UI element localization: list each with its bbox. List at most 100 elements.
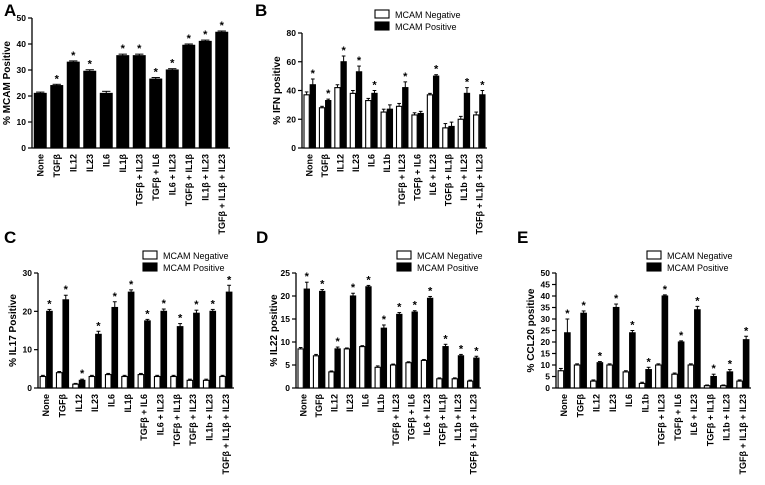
bar <box>703 385 711 389</box>
bar <box>343 348 351 389</box>
significance-star: * <box>382 314 387 326</box>
category-label: IL1b + IL23 <box>205 394 215 441</box>
bar <box>420 359 428 389</box>
y-tick-label: 5 <box>285 360 290 370</box>
panel-letter: D <box>256 228 268 247</box>
bar <box>225 291 233 389</box>
category-label: IL12 <box>68 154 78 172</box>
y-tick-label: 30 <box>541 314 551 324</box>
bar <box>55 372 63 389</box>
significance-star: * <box>311 68 316 80</box>
panel-letter: B <box>255 1 267 20</box>
bar <box>473 114 480 149</box>
category-label: TGFβ + IL6 <box>413 154 423 201</box>
bar <box>303 94 310 149</box>
bar <box>671 373 678 389</box>
significance-star: * <box>630 320 635 332</box>
legend-label: MCAM Negative <box>163 251 229 261</box>
significance-star: * <box>194 299 199 311</box>
panel-c: C 0 10 20 30 % IL17 Positive * None * TGFβ * IL12 * I… <box>4 228 234 475</box>
y-tick-label: 35 <box>541 303 551 313</box>
bar <box>215 31 229 149</box>
significance-star: * <box>728 359 733 371</box>
significance-star: * <box>145 308 150 320</box>
bar <box>334 87 341 149</box>
bar <box>312 355 320 389</box>
significance-star: * <box>695 295 700 307</box>
significance-star: * <box>428 285 433 297</box>
significance-star: * <box>357 55 362 67</box>
legend-swatch <box>374 9 390 19</box>
bar <box>72 383 79 389</box>
category-label: IL1b + IL23 <box>722 394 732 441</box>
bar <box>573 364 581 389</box>
bar <box>99 92 113 149</box>
category-label: TGFβ + IL6 <box>151 154 161 201</box>
significance-star: * <box>203 29 208 41</box>
bar <box>149 78 163 149</box>
bar <box>78 379 86 389</box>
category-label: TGFβ + IL6 <box>139 394 149 441</box>
y-tick-label: 20 <box>541 337 551 347</box>
category-label: IL12 <box>74 394 84 412</box>
y-tick-label: 10 <box>17 117 27 127</box>
bar <box>328 371 335 389</box>
significance-star: * <box>113 291 118 303</box>
category-label: IL1b + IL23 <box>453 394 463 441</box>
panel-letter: E <box>517 228 528 247</box>
bar <box>473 357 480 389</box>
category-label: TGFβ + IL1β <box>705 394 715 447</box>
bar <box>365 100 372 149</box>
significance-star: * <box>47 298 52 310</box>
significance-star: * <box>137 43 142 55</box>
category-label: TGFβ + IL1β + IL23 <box>221 394 231 475</box>
bar <box>629 332 636 389</box>
bar <box>165 69 179 149</box>
bar <box>297 348 304 389</box>
y-tick-label: 20 <box>287 114 297 124</box>
bar <box>742 339 750 389</box>
category-label: TGFβ + IL6 <box>407 394 417 441</box>
category-label: TGFβ + IL1β + IL23 <box>468 394 478 475</box>
bar <box>160 310 168 389</box>
significance-star: * <box>178 313 183 325</box>
bar <box>198 40 212 149</box>
bar <box>340 61 347 149</box>
bar <box>432 75 440 149</box>
category-label: IL1b <box>382 154 392 173</box>
significance-star: * <box>663 284 668 296</box>
category-label: IL6 + IL23 <box>167 154 177 195</box>
bar <box>417 112 424 149</box>
y-tick-label: 20 <box>23 306 33 316</box>
category-label: IL23 <box>90 394 100 412</box>
y-tick-label: 25 <box>541 326 551 336</box>
category-label: IL12 <box>592 394 602 412</box>
significance-star: * <box>187 33 192 45</box>
y-tick-label: 0 <box>545 383 550 393</box>
bar <box>710 375 717 389</box>
significance-star: * <box>227 274 232 286</box>
y-axis-label: % CCL20 positive <box>526 288 537 372</box>
y-tick-label: 30 <box>17 65 27 75</box>
bar <box>396 313 403 389</box>
category-label: IL23 <box>85 154 95 172</box>
category-label: IL6 + IL23 <box>689 394 699 435</box>
legend-label: MCAM Positive <box>395 22 457 32</box>
category-label: None <box>35 154 45 177</box>
bar <box>303 288 310 389</box>
category-label: TGFβ + IL1β <box>184 154 194 207</box>
significance-star: * <box>397 302 402 314</box>
legend-swatch <box>396 250 412 260</box>
bar <box>182 44 196 149</box>
category-label: IL6 + IL23 <box>422 394 432 435</box>
panel-b: B 0 20 40 60 80 % IFN positive * None * TGFβ * IL12 *… <box>255 1 487 235</box>
significance-star: * <box>129 279 134 291</box>
bar <box>386 108 394 149</box>
category-label: TGFβ + IL6 <box>673 394 683 441</box>
bar <box>590 380 597 389</box>
significance-star: * <box>474 345 479 357</box>
bar <box>463 92 471 149</box>
category-label: IL12 <box>336 154 346 172</box>
bar <box>380 111 387 149</box>
bar <box>405 362 412 389</box>
